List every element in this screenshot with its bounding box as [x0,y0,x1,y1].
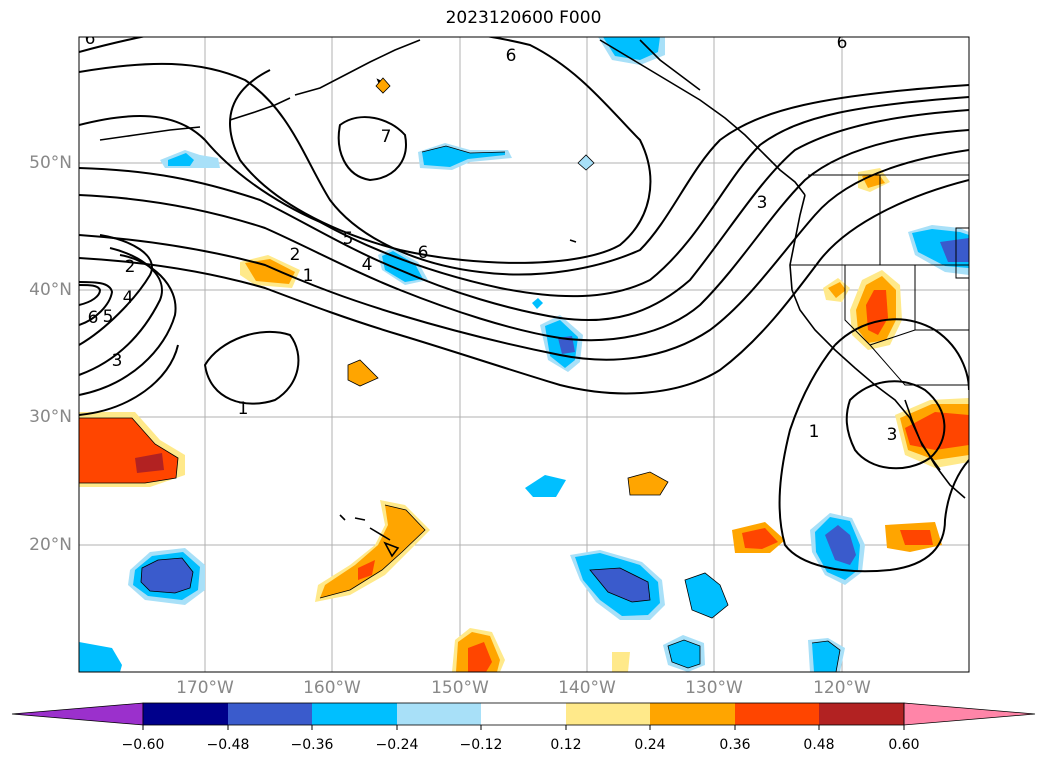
contour-label: 3 [112,351,123,371]
height-contours [79,37,969,573]
positive-anomaly-region [358,560,375,580]
map-plot-area: 6 6 6 7 6 5 4 2 1 3 2 4 5 6 3 1 1 3 [79,29,969,672]
negative-anomaly-region [603,37,660,60]
negative-anomaly-region [532,298,543,309]
negative-anomaly-region [558,336,575,354]
positive-anomaly-region [628,472,668,495]
longitude-label: 150°W [431,678,489,698]
colorbar-tick-label: 0.36 [719,737,751,753]
negative-anomaly-region [141,558,193,593]
small-features [375,77,595,171]
anomaly-outlines [79,145,841,672]
negative-anomaly-region [590,568,650,602]
negative-anomaly-region [79,642,122,672]
contour-labels: 6 6 6 7 6 5 4 2 1 3 2 4 5 6 3 1 1 3 [85,29,898,445]
contour-label: 4 [123,288,134,308]
negative-anomaly-region [812,641,840,672]
colorbar-tick-label: 0.60 [888,737,920,753]
colorbar-segment [228,703,312,725]
contour-label: 7 [381,127,392,147]
colorbar-segment [312,703,397,725]
contour-label: 5 [343,229,354,249]
colorbar-tick-label: 0.24 [634,737,666,753]
colorbar-tick-label: 0.48 [803,737,835,753]
contour-label: 1 [303,266,314,286]
map-frame [78,36,970,673]
longitude-label: 170°W [176,678,234,698]
longitude-label: 120°W [813,678,871,698]
negative-anomaly-region [382,251,423,282]
latitude-label: 20°N [29,535,72,555]
map-title: 2023120600 F000 [445,8,602,28]
negative-anomaly-region [668,640,700,668]
colorbar-segment [819,703,904,725]
positive-anomaly-region [245,259,295,284]
contour-label: 6 [88,308,99,328]
contour-label: 6 [837,33,848,53]
contour-label: 2 [290,245,301,265]
positive-anomaly-region [348,360,378,386]
negative-anomaly-region [940,238,969,262]
colorbar-tick-label: −0.12 [459,737,503,753]
contour-label: 6 [85,29,96,49]
latitude-label: 40°N [29,280,72,300]
colorbar-extend-high [903,702,1036,726]
negative-anomaly-region [168,153,194,166]
contour-label: 6 [506,46,517,66]
positive-anomaly-region [320,505,425,598]
anomaly-fills [79,37,969,672]
negative-anomaly-region [825,525,856,565]
colorbar-segment [735,703,819,725]
colorbar-segment [397,703,481,725]
contour-label: 2 [125,257,136,277]
colorbar-segment [143,703,228,725]
colorbar-extend-low [11,702,144,726]
latitude-label: 30°N [29,407,72,427]
colorbar-tick-label: −0.48 [206,737,250,753]
longitude-label: 160°W [303,678,361,698]
latitude-label: 50°N [29,153,72,173]
colorbar-segment [566,703,650,725]
positive-anomaly-region [135,453,164,473]
colorbar-segment [650,703,735,725]
longitude-label: 130°W [685,678,743,698]
colorbar [11,702,1036,730]
contour-label: 5 [103,307,114,327]
longitude-label: 140°W [558,678,616,698]
colorbar-segment [481,703,566,725]
positive-anomaly-region [900,530,933,545]
colorbar-tick-label: −0.60 [121,737,165,753]
colorbar-tick-label: −0.36 [290,737,334,753]
negative-anomaly-region [422,146,505,167]
negative-anomaly-region [685,573,728,618]
colorbar-tick-label: −0.24 [375,737,419,753]
contour-label: 6 [418,243,429,263]
positive-anomaly-region [828,282,846,298]
positive-anomaly-region [742,528,778,549]
negative-anomaly-region [525,475,566,497]
positive-anomaly-region [79,418,178,483]
positive-anomaly-region [468,642,492,672]
contour-label: 3 [757,193,768,213]
contour-label: 1 [238,399,249,419]
contour-label: 1 [809,422,820,442]
contour-label: 4 [362,255,373,275]
positive-anomaly-region [612,652,630,672]
colorbar-tick-label: 0.12 [550,737,582,753]
political-boundaries [790,174,969,386]
contour-label: 3 [887,425,898,445]
